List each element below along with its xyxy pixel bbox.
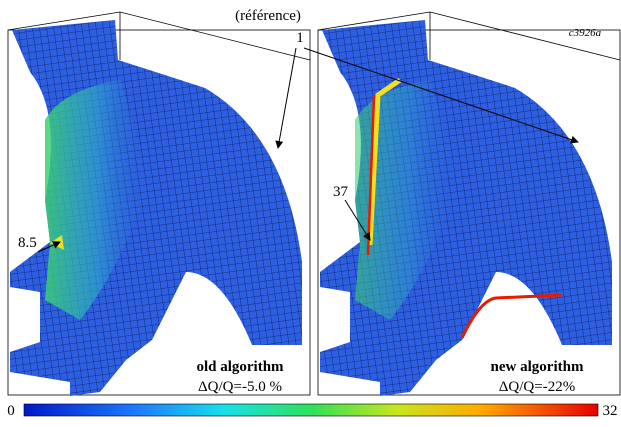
peak-label: 8.5	[18, 235, 37, 251]
colorbar-max: 32	[603, 403, 618, 419]
peak-label: 37	[333, 184, 349, 200]
right-panel	[318, 12, 620, 396]
figure-id: c3926a	[569, 27, 602, 39]
figure: (référence) 1 c3926a 8.5 37 old algorith…	[0, 0, 621, 422]
algorithm-label: new algorithm	[491, 359, 584, 375]
page: {"annotations": {"reference": "(référenc…	[0, 0, 621, 422]
colorbar	[24, 404, 598, 416]
arrow	[278, 48, 296, 148]
left-panel	[8, 12, 310, 396]
reference-value: 1	[296, 30, 304, 46]
colorbar-min: 0	[7, 403, 15, 419]
algorithm-label: old algorithm	[196, 359, 284, 375]
reference-label: (référence)	[235, 8, 301, 24]
delta-label: ΔQ/Q=-22%	[499, 379, 575, 395]
delta-label: ΔQ/Q=-5.0 %	[198, 379, 282, 395]
